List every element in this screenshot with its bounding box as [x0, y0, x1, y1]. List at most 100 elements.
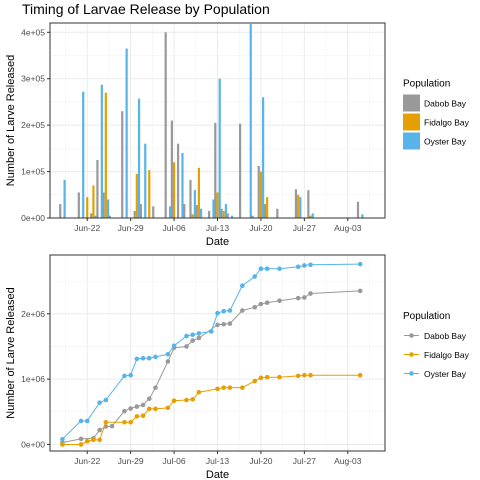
point-oyster-bay [196, 331, 202, 336]
point-dabob-bay [109, 423, 115, 429]
point-dabob-bay [190, 338, 195, 343]
point-fidalgo-bay [60, 442, 65, 447]
bar-fidalgo-bay [92, 185, 95, 218]
point-dabob-bay [221, 321, 227, 327]
bar-oyster-bay [82, 91, 85, 218]
x-tick-label: Jun-29 [118, 223, 144, 233]
bar-oyster-bay [144, 143, 147, 218]
bar-dabob-bay [96, 159, 99, 218]
bar-oyster-bay [361, 214, 364, 218]
point-oyster-bay [60, 436, 65, 442]
legend-title: Population [403, 79, 450, 90]
point-oyster-bay [308, 262, 313, 268]
legend-label: Dabob Bay [424, 331, 467, 341]
bar-dabob-bay [102, 192, 105, 218]
bar-dabob-bay [170, 120, 173, 218]
point-fidalgo-bay [221, 385, 227, 390]
x-axis-title: Date [206, 469, 229, 480]
point-fidalgo-bay [295, 373, 301, 379]
point-dabob-bay [140, 402, 146, 408]
bar-dabob-bay [356, 201, 360, 218]
point-oyster-bay [221, 308, 227, 314]
point-fidalgo-bay [97, 437, 102, 443]
bar-chart-panel: 0e+00 1e+05 2e+05 3e+05 4e+05 Jun-22 Jun-29 Jul… [5, 22, 470, 248]
point-dabob-bay [97, 427, 102, 433]
x-tick-label: Jul-06 [162, 456, 185, 466]
legend-key [403, 132, 420, 150]
point-oyster-bay [84, 418, 90, 424]
bar-oyster-bay [299, 197, 302, 218]
point-dabob-bay [128, 406, 133, 411]
x-tick-label: Jul-13 [206, 456, 229, 466]
x-tick-label: Jun-29 [118, 456, 144, 466]
point-fidalgo-bay [196, 389, 202, 395]
point-oyster-bay [184, 333, 189, 339]
point-dabob-bay [165, 359, 171, 364]
bar-dabob-bay [220, 208, 223, 218]
point-dabob-bay [134, 404, 140, 409]
point-oyster-bay [252, 274, 258, 279]
legend-label: Fidalgo Bay [424, 350, 470, 360]
y-tick-label: 2e+06 [21, 309, 45, 319]
point-fidalgo-bay [146, 406, 152, 412]
bar-oyster-bay [63, 179, 66, 218]
bar-dabob-bay [195, 205, 198, 218]
bar-fidalgo-bay [86, 197, 89, 218]
point-fidalgo-bay [91, 437, 96, 443]
cumulative-line-chart-panel: 0e+00 1e+06 2e+06 Jun-22 Jun-29 Jul-06 Jul-13 J… [5, 254, 470, 480]
point-dabob-bay [122, 408, 127, 414]
bar-fidalgo-bay [191, 214, 194, 218]
bar-dabob-bay [133, 211, 136, 218]
bar-dabob-bay [239, 123, 242, 218]
bar-oyster-bay [199, 208, 203, 218]
bar-dabob-bay [263, 204, 267, 218]
bar-dabob-bay [164, 32, 167, 219]
bar-dabob-bay [183, 204, 186, 218]
point-oyster-bay [227, 308, 233, 313]
point-dabob-bay [277, 298, 282, 304]
y-axis-title: Number of Larve Released [5, 55, 17, 186]
point-fidalgo-bay [153, 406, 158, 412]
bar-dabob-bay [152, 206, 155, 218]
point-dabob-bay [215, 322, 220, 328]
point-fidalgo-bay [84, 438, 90, 444]
point-fidalgo-bay [240, 385, 245, 390]
point-dabob-bay [146, 396, 152, 402]
y-axis-title: Number of Larve Released [5, 287, 17, 418]
point-oyster-bay [190, 332, 195, 338]
legend-key-point [409, 371, 414, 376]
x-tick-label: Jun-22 [74, 223, 100, 233]
x-tick-label: Jul-20 [249, 223, 272, 233]
point-oyster-bay [277, 266, 282, 272]
point-dabob-bay [295, 295, 301, 301]
point-oyster-bay [357, 261, 363, 267]
bar-dabob-bay [59, 204, 62, 218]
point-oyster-bay [78, 418, 84, 424]
point-fidalgo-bay [78, 442, 84, 447]
bar-fidalgo-bay [309, 215, 312, 218]
bar-oyster-bay [106, 199, 110, 218]
bar-dabob-bay [189, 179, 192, 218]
bar-fidalgo-bay [259, 171, 263, 218]
point-oyster-bay [134, 356, 140, 362]
point-fidalgo-bay [264, 374, 270, 380]
x-tick-label: Jul-06 [162, 223, 185, 233]
point-fidalgo-bay [227, 385, 233, 390]
bar-dabob-bay [108, 215, 111, 218]
point-fidalgo-bay [190, 397, 195, 402]
point-oyster-bay [103, 397, 109, 403]
point-oyster-bay [258, 266, 264, 272]
bar-oyster-bay [224, 204, 228, 218]
point-fidalgo-bay [258, 375, 264, 381]
point-oyster-bay [295, 264, 301, 270]
point-dabob-bay [227, 321, 233, 326]
point-fidalgo-bay [171, 398, 177, 403]
x-tick-label: Aug-03 [334, 223, 362, 233]
bar-dabob-bay [214, 122, 217, 218]
y-tick-label: 4e+05 [21, 27, 45, 37]
x-tick-label: Aug-03 [334, 456, 362, 466]
chart-title: Timing of Larvae Release by Population [22, 1, 270, 17]
bar-oyster-bay [212, 199, 215, 218]
point-fidalgo-bay [103, 419, 109, 425]
